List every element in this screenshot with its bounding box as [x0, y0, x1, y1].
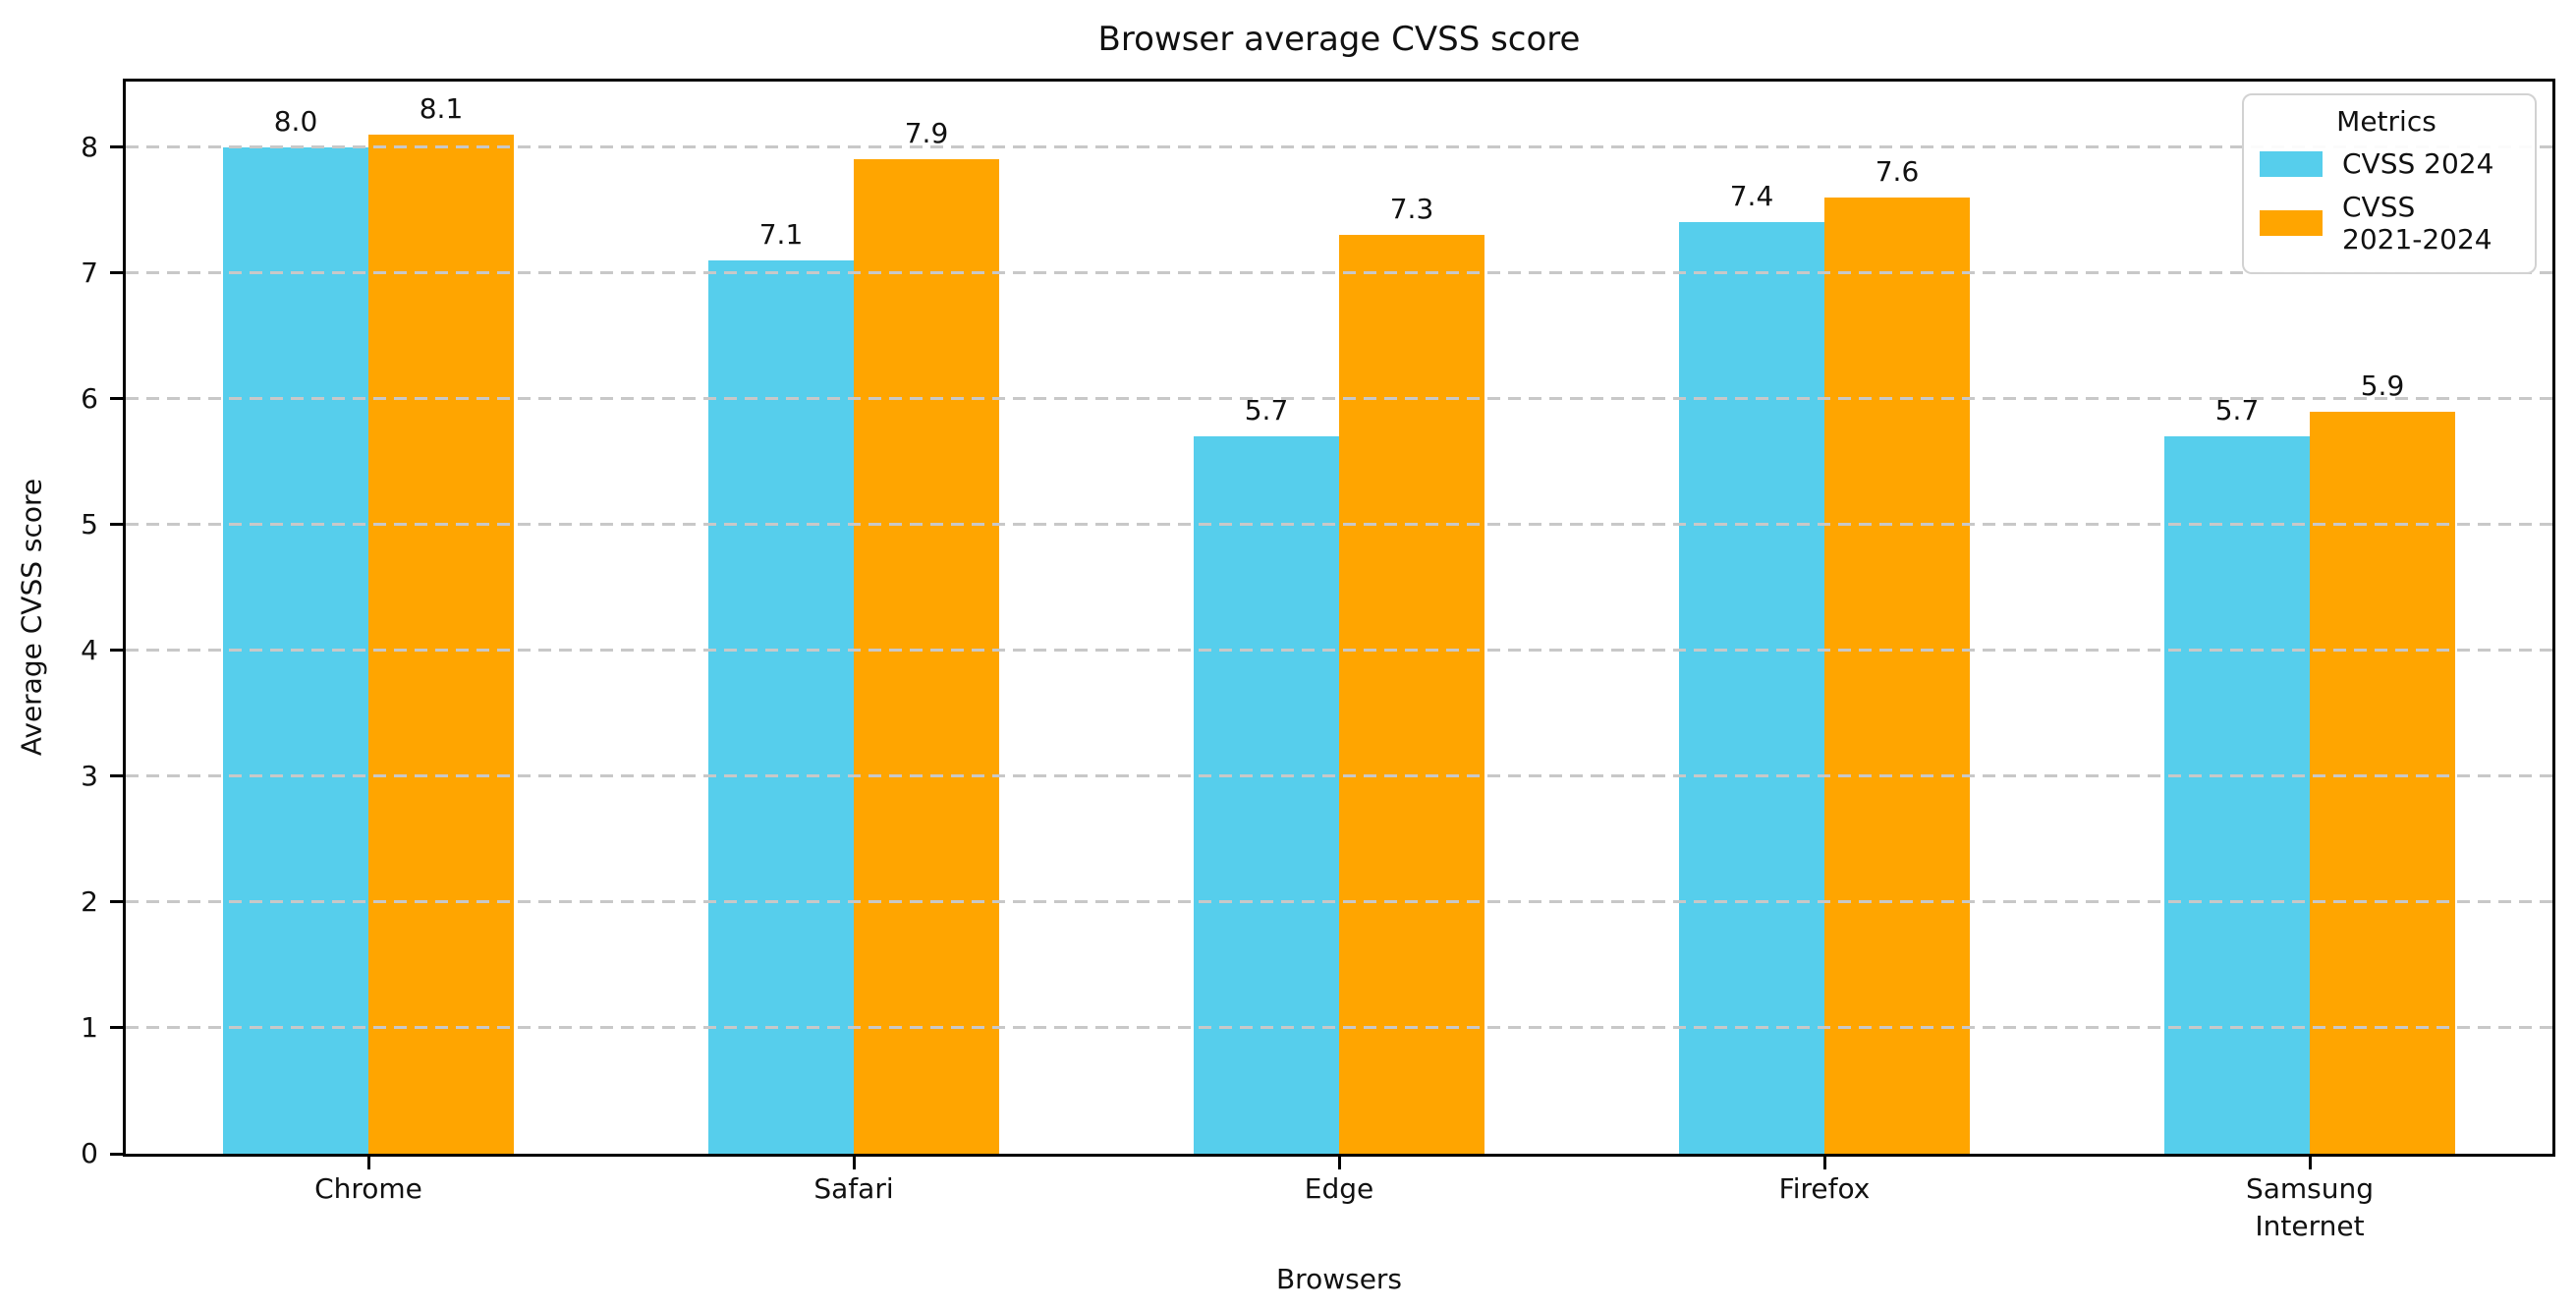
bar-value-label-cvss-2024-safari: 7.1: [758, 217, 804, 251]
bar-cvss-2021-2024-samsung-internet: [2310, 411, 2455, 1154]
y-axis-tick-label-1: 1: [81, 1010, 98, 1044]
y-axis-tick-8: [110, 145, 123, 149]
gridline-y-8: [126, 145, 2552, 149]
bar-cvss-2021-2024-edge: [1339, 235, 1484, 1154]
bar-value-label-cvss-2024-firefox: 7.4: [1729, 180, 1774, 213]
legend-item-label-cvss-2024: CVSS 2024: [2342, 147, 2494, 180]
legend: Metrics CVSS 2024 CVSS 2021-2024: [2242, 93, 2537, 274]
y-axis-tick-label-7: 7: [81, 256, 98, 289]
bar-value-label-cvss-2021-2024-edge: 7.3: [1389, 193, 1434, 226]
y-axis-tick-label-5: 5: [81, 507, 98, 541]
bar-cvss-2024-safari: [708, 259, 854, 1154]
y-axis-tick-5: [110, 523, 123, 527]
x-axis-label: Browsers: [1275, 1263, 1403, 1295]
y-axis-tick-7: [110, 271, 123, 275]
bar-cvss-2024-samsung-internet: [2164, 436, 2310, 1154]
y-axis-tick-label-3: 3: [81, 759, 98, 792]
bar-value-label-cvss-2024-chrome: 8.0: [273, 104, 318, 138]
x-axis-tick-firefox: [1822, 1157, 1826, 1169]
y-axis-tick-label-2: 2: [81, 884, 98, 918]
y-axis-tick-3: [110, 774, 123, 778]
x-axis-tick-label-chrome: Chrome: [314, 1172, 422, 1205]
bar-cvss-2024-firefox: [1679, 222, 1824, 1154]
x-axis-tick-label-safari: Safari: [813, 1172, 894, 1205]
y-axis-tick-4: [110, 649, 123, 653]
y-axis-tick-1: [110, 1026, 123, 1030]
bar-value-label-cvss-2021-2024-firefox: 7.6: [1875, 154, 1920, 188]
y-axis-tick-label-6: 6: [81, 381, 98, 415]
y-axis-tick-2: [110, 900, 123, 904]
bar-cvss-2021-2024-firefox: [1824, 197, 1970, 1154]
legend-item-cvss-2024: CVSS 2024: [2260, 147, 2513, 181]
gridline-y-1: [126, 1026, 2552, 1030]
x-axis-tick-chrome: [366, 1157, 370, 1169]
x-axis-tick-label-firefox: Firefox: [1778, 1172, 1871, 1205]
legend-items: CVSS 2024 CVSS 2021-2024: [2260, 147, 2513, 256]
y-axis-tick-0: [110, 1152, 123, 1156]
x-axis-tick-samsung-internet: [2308, 1157, 2312, 1169]
gridline-y-4: [126, 649, 2552, 653]
plot-area: Metrics CVSS 2024 CVSS 2021-2024 0 1 2 3 4 5 6 7…: [81, 79, 2555, 1242]
y-axis-tick-6: [110, 397, 123, 401]
gridline-y-6: [126, 397, 2552, 401]
y-axis-tick-label-4: 4: [81, 633, 98, 666]
legend-swatch-cvss-2024: [2260, 150, 2323, 177]
legend-swatch-cvss-2021-2024: [2260, 210, 2323, 237]
legend-title: Metrics: [2336, 105, 2436, 138]
x-axis-tick-label-edge: Edge: [1304, 1172, 1374, 1205]
y-axis-tick-label-8: 8: [81, 130, 98, 163]
bar-value-label-cvss-2021-2024-safari: 7.9: [904, 117, 949, 150]
bar-cvss-2024-edge: [1194, 436, 1339, 1154]
x-axis-tick-edge: [1337, 1157, 1341, 1169]
bar-value-label-cvss-2024-samsung-internet: 5.7: [2214, 394, 2260, 427]
x-axis-tick-label-samsung-internet: Samsung Internet: [2245, 1172, 2375, 1242]
bar-cvss-2021-2024-chrome: [368, 134, 514, 1154]
y-axis-tick-label-0: 0: [81, 1136, 98, 1169]
gridline-y-5: [126, 523, 2552, 527]
bar-value-label-cvss-2021-2024-chrome: 8.1: [419, 91, 464, 125]
bar-cvss-2021-2024-safari: [854, 159, 999, 1154]
x-axis-tick-safari: [852, 1157, 856, 1169]
gridline-y-3: [126, 774, 2552, 778]
legend-item-cvss-2021-2024: CVSS 2021-2024: [2260, 191, 2513, 256]
legend-item-label-cvss-2021-2024: CVSS 2021-2024: [2342, 190, 2492, 256]
bar-value-label-cvss-2024-edge: 5.7: [1244, 394, 1289, 427]
gridline-y-2: [126, 900, 2552, 904]
gridline-y-7: [126, 271, 2552, 275]
bar-value-label-cvss-2021-2024-samsung-internet: 5.9: [2360, 369, 2405, 402]
chart-title: Browser average CVSS score: [1097, 20, 1581, 59]
